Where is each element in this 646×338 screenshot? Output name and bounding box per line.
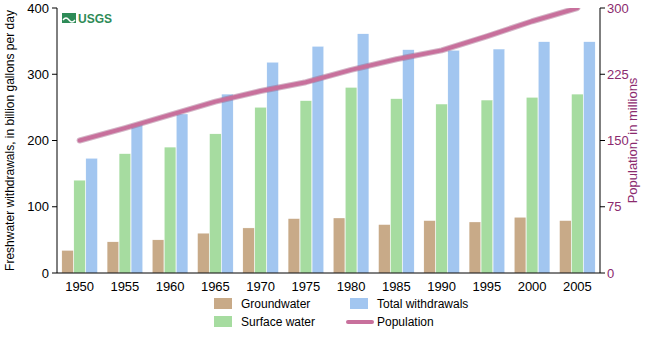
legend-swatch	[214, 298, 232, 309]
legend-label: Population	[377, 315, 434, 329]
y-tick	[52, 74, 57, 75]
x-tick-label: 1960	[156, 279, 185, 294]
bar	[514, 217, 526, 273]
bar	[391, 99, 403, 273]
bar	[267, 62, 279, 273]
x-axis	[57, 273, 600, 274]
x-tick-label: 2000	[518, 279, 547, 294]
y2-tick	[600, 8, 605, 9]
bar	[62, 250, 74, 273]
y-tick	[52, 273, 57, 274]
y-tick-label: 300	[27, 67, 49, 82]
x-tick-label: 1995	[472, 279, 501, 294]
population-line	[80, 8, 578, 141]
bar	[379, 225, 391, 273]
logo: USGS	[62, 12, 112, 26]
bar	[86, 158, 98, 273]
x-tick-label: 2005	[563, 279, 592, 294]
bar	[538, 42, 550, 273]
x-tick-label: 1990	[427, 279, 456, 294]
x-tick-label: 1955	[110, 279, 139, 294]
legend-label: Groundwater	[241, 297, 310, 311]
bar	[436, 104, 448, 273]
bar	[176, 114, 188, 273]
y-tick-label: 400	[27, 1, 49, 16]
bar	[198, 233, 210, 273]
bar	[164, 147, 176, 273]
bar	[288, 219, 300, 273]
bar	[152, 240, 164, 273]
y-tick	[52, 206, 57, 207]
logo-text: USGS	[78, 12, 112, 26]
bar	[74, 180, 86, 273]
legend: Groundwater Surface water Total withdrawal…	[214, 297, 468, 329]
y-tick-label: 0	[42, 266, 49, 281]
bar	[424, 221, 436, 273]
bar	[584, 42, 596, 273]
bar	[119, 154, 131, 273]
y-tick-label: 200	[27, 133, 49, 148]
bar	[403, 50, 415, 273]
legend-swatch	[350, 298, 368, 309]
legend-label: Surface water	[241, 315, 315, 329]
x-tick-label: 1975	[291, 279, 320, 294]
bar	[222, 94, 234, 273]
plot-marks	[62, 8, 595, 273]
bar	[210, 134, 222, 273]
bar	[333, 218, 345, 273]
bar	[572, 94, 584, 273]
y2-tick-label: 300	[607, 1, 629, 16]
legend-label: Total withdrawals	[377, 297, 468, 311]
x-tick-label: 1980	[337, 279, 366, 294]
y-axis-label: Freshwater withdrawals, in billion gallo…	[3, 10, 17, 271]
y-tick	[52, 8, 57, 9]
legend-swatch	[348, 320, 372, 324]
y2-tick-label: 0	[607, 266, 614, 281]
y2-tick	[600, 74, 605, 75]
bar	[481, 100, 493, 273]
bar	[107, 242, 119, 273]
bar	[300, 101, 312, 273]
y-tick	[52, 140, 57, 141]
logo-wave	[63, 18, 75, 22]
bar	[448, 50, 460, 273]
bar	[560, 221, 572, 273]
y-tick-label: 100	[27, 199, 49, 214]
y2-tick-label: 75	[607, 199, 621, 214]
chart: 0100200300400075150225300195019551960196…	[0, 0, 646, 338]
logo-icon	[62, 13, 76, 23]
bar	[255, 107, 267, 273]
x-tick-label: 1970	[246, 279, 275, 294]
bar	[131, 124, 143, 273]
bar	[469, 222, 481, 273]
legend-swatch	[214, 316, 232, 327]
bar	[243, 228, 255, 273]
line-shadow	[80, 8, 578, 141]
x-tick-label: 1985	[382, 279, 411, 294]
bar	[345, 88, 357, 274]
y2-tick	[600, 206, 605, 207]
y2-axis-label: Population, in millions	[625, 77, 640, 203]
bar	[493, 49, 505, 273]
bar	[526, 97, 538, 273]
x-tick-label: 1965	[201, 279, 230, 294]
y2-tick	[600, 273, 605, 274]
y2-tick	[600, 140, 605, 141]
x-tick-label: 1950	[65, 279, 94, 294]
